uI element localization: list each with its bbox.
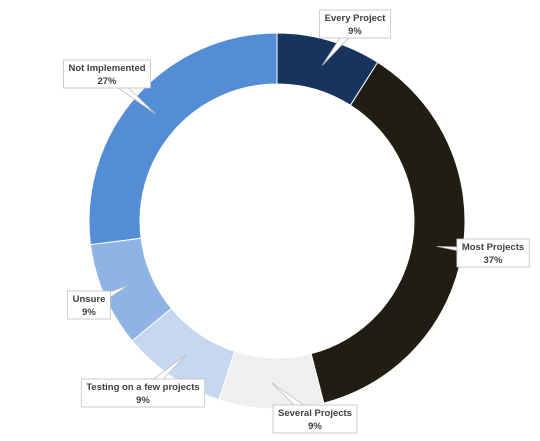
donut-slices: [88, 32, 466, 410]
callout-label: Not Implemented: [68, 63, 145, 74]
callout-value: 37%: [483, 255, 503, 266]
slice-most-projects: [310, 61, 466, 404]
callout-value: 9%: [348, 26, 362, 37]
callout-several-projects: Several Projects 9%: [271, 382, 358, 434]
slice-several-projects: [218, 350, 325, 410]
callout-box-fill: [320, 10, 390, 38]
callout-every-project: Every Project 9%: [319, 9, 391, 66]
data-label-callouts: Every Project 9% Most Projects 37% Several P…: [63, 9, 530, 434]
callout-value: 9%: [136, 395, 150, 406]
callout-label: Unsure: [73, 294, 106, 305]
callout-label: Most Projects: [462, 242, 524, 253]
callout-not-implemented: Not Implemented 27%: [63, 59, 156, 115]
slice-not-implemented: [88, 32, 278, 246]
callout-label: Testing on a few projects: [86, 382, 199, 393]
callout-value: 9%: [82, 307, 96, 318]
callout-value: 9%: [308, 421, 322, 432]
callout-unsure: Unsure 9%: [67, 284, 129, 320]
callout-box-fill: [68, 291, 110, 319]
callout-value: 27%: [97, 76, 117, 87]
callout-box-fill: [457, 239, 529, 267]
callout-testing-on-a-few-projects: Testing on a few projects 9%: [80, 354, 206, 408]
callout-label: Several Projects: [278, 408, 352, 419]
callout-box-fill: [64, 60, 150, 88]
callout-box-fill: [81, 379, 205, 407]
callout-label: Every Project: [325, 13, 387, 24]
callout-most-projects: Most Projects 37%: [436, 238, 530, 268]
callout-box-fill: [273, 405, 357, 433]
